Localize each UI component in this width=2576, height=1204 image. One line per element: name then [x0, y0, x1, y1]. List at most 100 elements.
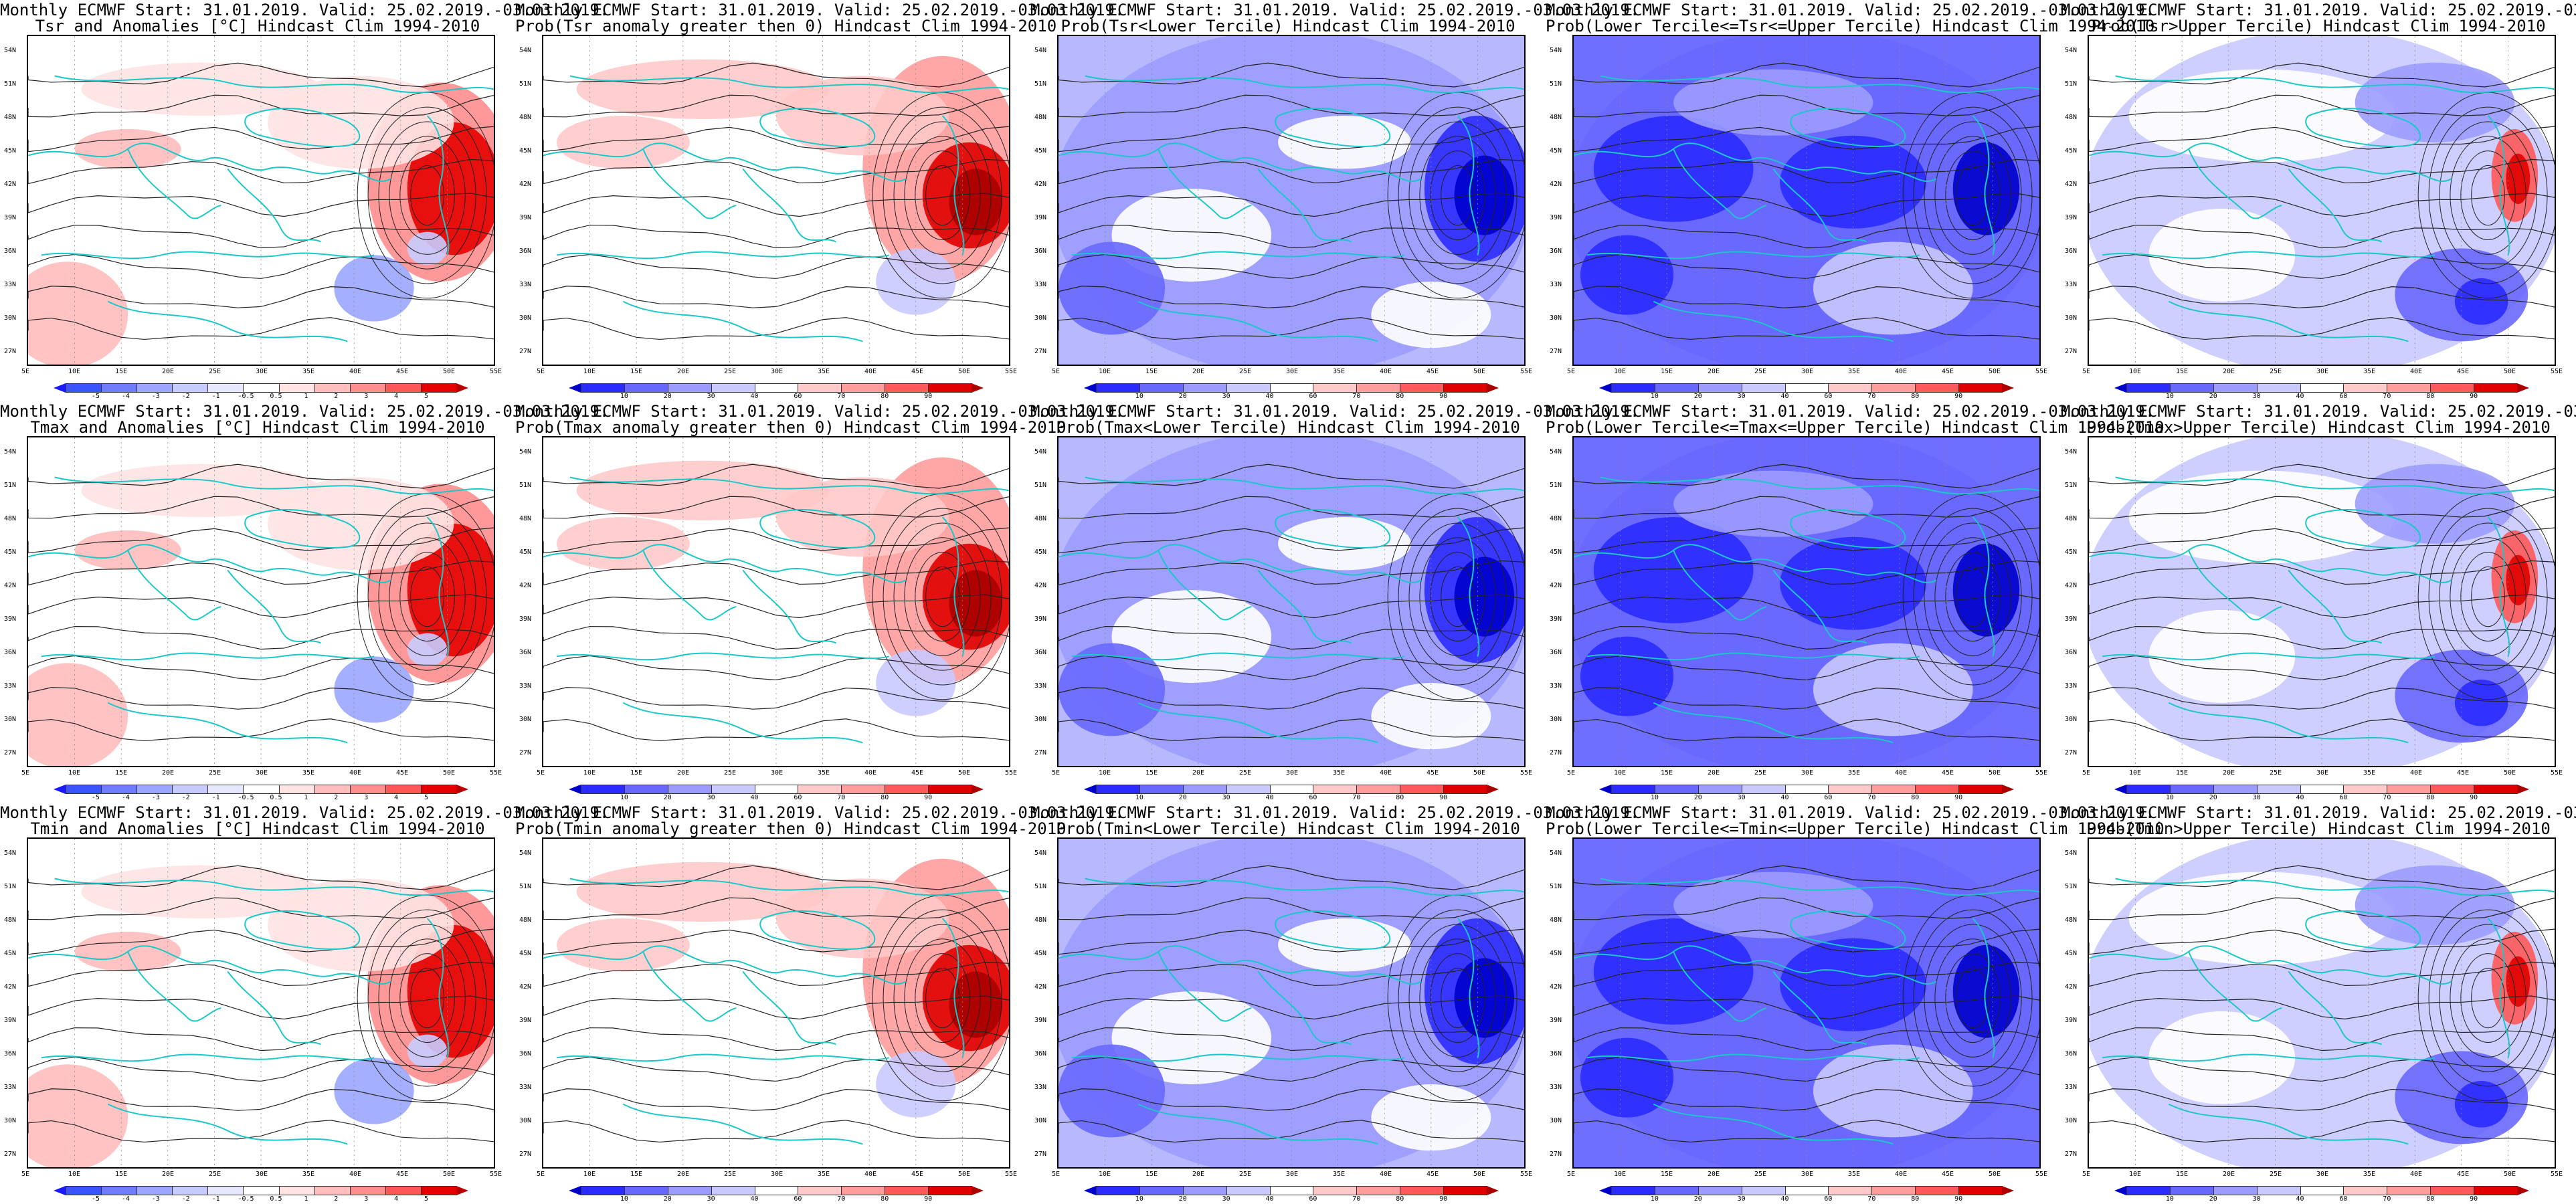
terrain-contour: [1934, 537, 2011, 656]
colorbar-segment: [754, 383, 799, 393]
coastline: [1071, 251, 1405, 260]
colorbar-segment: [1400, 1186, 1445, 1195]
colorbar-segment: [207, 785, 244, 794]
temperature-contour: [2089, 1088, 2555, 1111]
colorbar-segment: [2343, 383, 2388, 393]
longitude-label: 50E: [1989, 368, 2001, 375]
latitude-label: 48N: [4, 515, 17, 522]
latitude-label: 54N: [4, 47, 17, 54]
colorbar: [54, 1186, 468, 1195]
latitude-label: 27N: [2065, 348, 2078, 355]
latitude-label: 51N: [4, 482, 17, 489]
longitude-label: 45E: [1942, 1171, 1954, 1178]
longitude-label: 10E: [68, 1171, 81, 1178]
colorbar-segment: [1313, 1186, 1358, 1195]
coastline: [1600, 878, 2039, 896]
longitude-label: 50E: [1473, 368, 1486, 375]
colorbar-segment: [278, 785, 315, 794]
latitude-label: 48N: [519, 515, 532, 522]
shaded-region: [334, 255, 414, 322]
longitude-label: 5E: [21, 368, 30, 375]
longitude-label: 25E: [2270, 1171, 2282, 1178]
longitude-label: 50E: [443, 769, 456, 777]
colorbar-segment: [243, 785, 280, 794]
colorbar-tick-label: 90: [1439, 794, 1448, 801]
colorbar-max-arrow: [1487, 383, 1499, 393]
colorbar-tick-label: 30: [707, 794, 715, 801]
terrain-contour: [378, 121, 476, 270]
latitude-label: 39N: [1550, 615, 1562, 623]
temperature-contour: [1059, 496, 1524, 519]
longitude-label: 25E: [1754, 769, 1767, 777]
temperature-contour: [543, 594, 1009, 619]
longitude-label: 45E: [911, 1171, 924, 1178]
panel-title-line1: Monthly ECMWF Start: 31.01.2019. Valid: …: [2061, 1, 2576, 19]
colorbar-ticks: 10 20 30 40 60 70 80 90: [1599, 1195, 2014, 1204]
shaded-region: [1952, 944, 2020, 1038]
panel-title-line2: Tmax and Anomalies [°C] Hindcast Clim 19…: [30, 418, 485, 437]
shaded-region: [1580, 636, 1674, 716]
latitude-label: 30N: [1550, 314, 1562, 322]
temperature-contour: [1059, 995, 1524, 1020]
colorbar-segment: [581, 785, 625, 794]
colorbar-segment: [1828, 1186, 1873, 1195]
colorbar-tick-label: 2: [334, 794, 339, 801]
terrain-contour: [2450, 537, 2526, 656]
temperature-contour: [2089, 655, 2555, 681]
longitude-label: 55E: [2035, 368, 2048, 375]
colorbar-segment: [624, 785, 668, 794]
longitude-label: 5E: [2082, 1171, 2091, 1178]
colorbar-segment: [1400, 785, 1445, 794]
colorbar: [569, 1186, 984, 1195]
coastline: [1600, 476, 2039, 495]
latitude-label: 39N: [1550, 214, 1562, 221]
coastline: [1257, 168, 1352, 243]
shaded-region: [2128, 69, 2395, 163]
colorbar-tick-label: 30: [1222, 794, 1230, 801]
shaded-region: [81, 62, 321, 116]
colorbar-tick-label: -3: [151, 393, 160, 400]
latitude-label: 51N: [1034, 482, 1047, 489]
latitude-label: 36N: [4, 649, 17, 656]
colorbar-segment: [2213, 383, 2258, 393]
shaded-region: [2454, 278, 2508, 325]
coastline: [54, 75, 494, 94]
colorbar-segment: [754, 1186, 799, 1195]
temperature-contour: [1059, 62, 1524, 88]
panel-title-line2: Prob(Tsr<Lower Tercile) Hindcast Clim 19…: [1061, 17, 1515, 35]
terrain-contour: [1913, 508, 2033, 686]
longitude-label: 45E: [2457, 1171, 2470, 1178]
latitude-label: 51N: [4, 80, 17, 88]
colorbar-segment: [420, 383, 457, 393]
panel-title-line2: Prob(Lower Tercile<=Tmin<=Upper Tercile)…: [1546, 819, 2165, 838]
temperature-contour: [543, 464, 1009, 489]
longitude-label: 30E: [771, 368, 784, 375]
latitude-label: 54N: [1034, 47, 1047, 54]
colorbar-segment: [841, 1186, 886, 1195]
colorbar-segment: [314, 1186, 351, 1195]
latitude-label: 39N: [4, 214, 17, 221]
longitude-label: 25E: [1754, 1171, 1767, 1178]
shaded-region: [1278, 517, 1411, 571]
longitude-label: 15E: [1145, 1171, 1158, 1178]
coastline: [1137, 300, 1378, 342]
colorbar-segment: [243, 1186, 280, 1195]
latitude-label: 27N: [4, 749, 17, 757]
temperature-contour: [1059, 594, 1524, 619]
colorbar-segment: [101, 383, 138, 393]
colorbar-ticks: 10 20 30 40 60 70 80 90: [2114, 794, 2529, 803]
colorbar-ticks: 10 20 30 40 60 70 80 90: [1599, 393, 2014, 401]
colorbar-segment: [711, 383, 755, 393]
colorbar-tick-label: 20: [1693, 393, 1702, 400]
longitude-label: 30E: [2316, 769, 2329, 777]
latitude-label: 51N: [1550, 80, 1562, 88]
longitude-label: 40E: [1895, 368, 1908, 375]
colorbar-segment: [2300, 1186, 2344, 1195]
colorbar-tick-label: 30: [1222, 393, 1230, 400]
colorbar-segment: [101, 785, 138, 794]
coastline: [2102, 1054, 2435, 1062]
longitude-label: 25E: [724, 368, 737, 375]
coastline: [556, 1054, 890, 1062]
terrain-contour: [1956, 566, 1990, 627]
colorbar-tick-label: -1: [211, 393, 220, 400]
